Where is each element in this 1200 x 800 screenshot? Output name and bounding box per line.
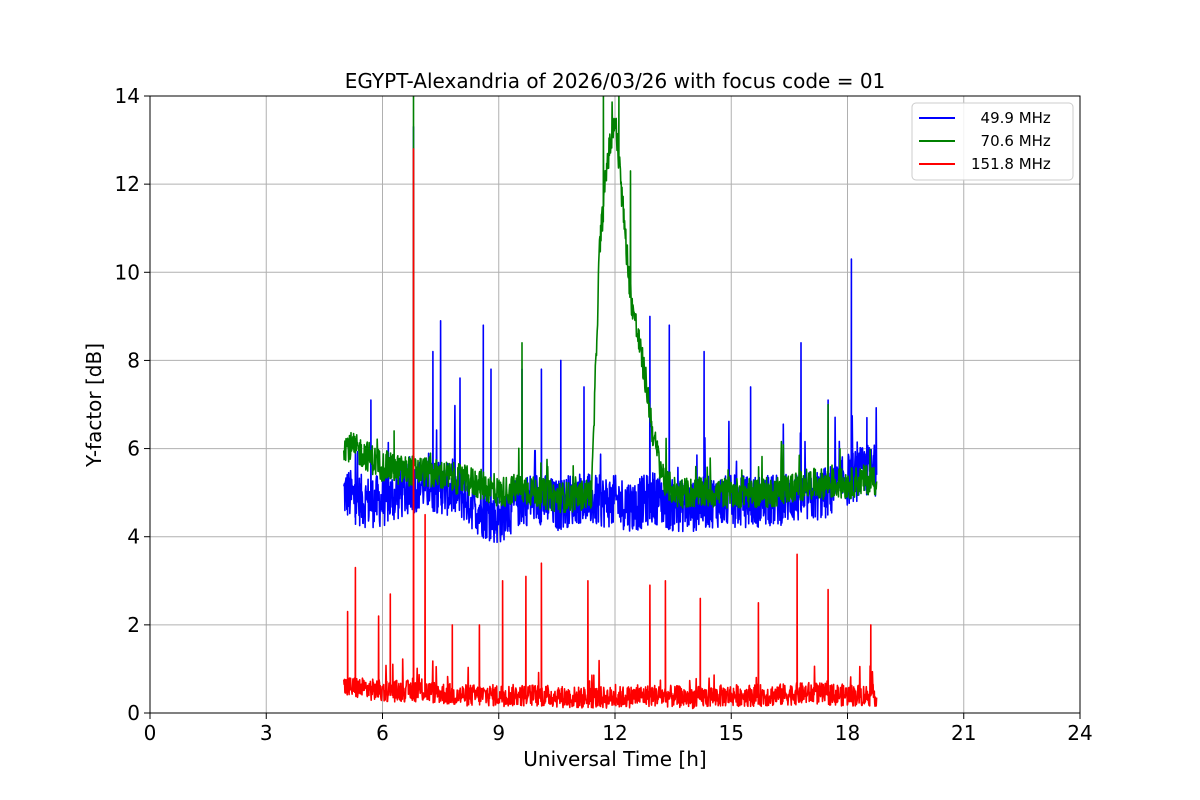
legend-label: 70.6 MHz (971, 132, 1051, 150)
x-tick-label: 6 (376, 721, 389, 745)
legend-box (911, 102, 1074, 181)
y-axis: 0 2 4 6 8 10 12 14 (115, 84, 150, 725)
y-tick-label: 8 (127, 348, 140, 372)
y-tick-label: 4 (127, 525, 140, 549)
x-tick-label: 21 (951, 721, 976, 745)
x-tick-label: 0 (144, 721, 157, 745)
x-tick-label: 24 (1067, 721, 1092, 745)
legend-label: 151.8 MHz (971, 155, 1051, 173)
x-tick-label: 3 (260, 721, 273, 745)
series-line-2 (343, 148, 878, 710)
plot-area (343, 96, 878, 710)
x-axis-label: Universal Time [h] (523, 747, 706, 771)
legend: 49.9 MHz 70.6 MHz 151.8 MHz (911, 102, 1074, 181)
legend-label: 49.9 MHz (971, 109, 1051, 127)
y-tick-label: 0 (127, 701, 140, 725)
x-tick-label: 15 (719, 721, 744, 745)
series-group (343, 96, 878, 710)
y-tick-label: 6 (127, 437, 140, 461)
y-axis-label: Y-factor [dB] (82, 343, 106, 468)
series-line-1 (343, 96, 878, 514)
x-tick-label: 9 (492, 721, 505, 745)
y-tick-label: 14 (115, 84, 140, 108)
y-tick-label: 12 (115, 172, 140, 196)
y-tick-label: 2 (127, 613, 140, 637)
x-tick-label: 12 (602, 721, 627, 745)
x-tick-label: 18 (835, 721, 860, 745)
chart-title: EGYPT-Alexandria of 2026/03/26 with focu… (345, 69, 886, 93)
x-axis: 0 3 6 9 12 15 18 21 24 (144, 713, 1093, 745)
y-tick-label: 10 (115, 260, 140, 284)
